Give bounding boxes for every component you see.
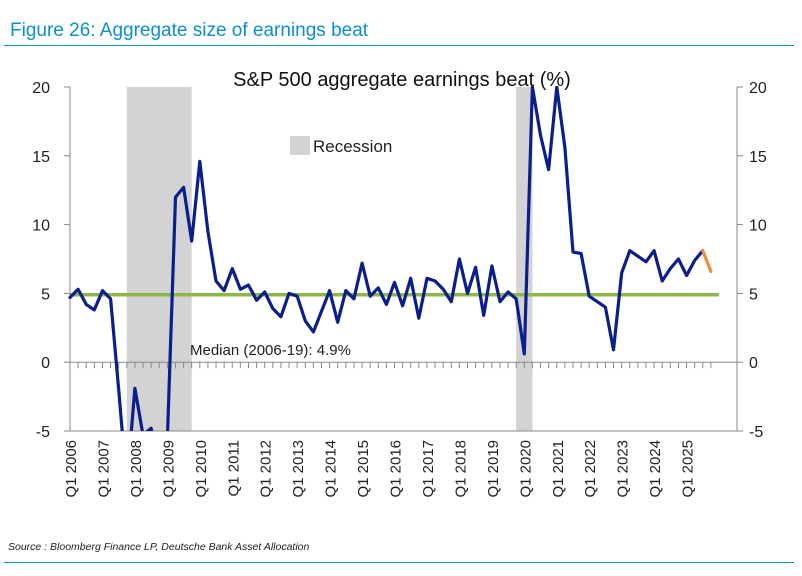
x-tick-label: Q1 2016: [388, 440, 405, 498]
x-tick-label: Q1 2009: [160, 440, 177, 498]
legend-recession-swatch: [290, 136, 310, 155]
x-tick-label: Q1 2020: [517, 440, 534, 498]
x-tick-label: Q1 2018: [452, 440, 469, 498]
x-tick-label: Q1 2012: [258, 440, 275, 498]
y-left-tick-label: 0: [41, 355, 50, 372]
series-group: [68, 86, 713, 431]
bottom-divider: [4, 562, 794, 563]
x-tick-label: Q1 2011: [225, 440, 242, 496]
y-right-tick-label: 0: [749, 355, 758, 372]
y-right-tick-label: 10: [749, 218, 767, 235]
y-left-tick-label: -5: [36, 424, 50, 441]
x-tick-label: Q1 2024: [647, 440, 664, 498]
y-left-tick-label: 5: [41, 286, 50, 303]
y-right-tick-label: 15: [749, 149, 767, 166]
x-tick-label: Q1 2017: [420, 440, 437, 498]
axes-group: -5 -5 0 0 5 5 10 10 15 15 20 20 Q1 2006 Q1 2007 Q1 200…: [32, 80, 767, 498]
y-left-tick-label: 10: [32, 218, 50, 235]
x-tick-label: Q1 2015: [355, 440, 372, 498]
y-left-tick-label: 15: [32, 149, 50, 166]
x-tick-label: Q1 2023: [615, 440, 632, 498]
recession-shading-group: [126, 87, 533, 431]
y-left-tick-label: 20: [32, 80, 50, 97]
x-tick-label: Q1 2025: [680, 440, 697, 498]
earnings-beat-line: [68, 86, 705, 431]
x-tick-label: Q1 2006: [63, 440, 80, 498]
x-tick-label: Q1 2019: [485, 440, 502, 498]
legend-recession-label: Recession: [313, 137, 392, 156]
x-tick-label: Q1 2021: [550, 440, 567, 498]
chart-title: S&P 500 aggregate earnings beat (%): [233, 69, 571, 91]
x-tick-label: Q1 2013: [290, 440, 307, 498]
x-tick-label: Q1 2008: [128, 440, 145, 498]
figure-title: Figure 26: Aggregate size of earnings be…: [4, 16, 794, 46]
x-tick-label: Q1 2022: [582, 440, 599, 498]
x-tick-label: Q1 2014: [323, 440, 340, 498]
x-tick-label: Q1 2007: [95, 440, 112, 498]
median-annotation: Median (2006-19): 4.9%: [190, 342, 351, 359]
y-right-tick-label: 5: [749, 286, 758, 303]
y-right-tick-label: -5: [749, 424, 763, 441]
recession-band-1: [126, 87, 192, 431]
latest-estimate-line: [701, 249, 713, 273]
source-note: Source : Bloomberg Finance LP, Deutsche …: [8, 541, 310, 553]
y-right-tick-label: 20: [749, 80, 767, 97]
x-tick-label: Q1 2010: [193, 440, 210, 498]
